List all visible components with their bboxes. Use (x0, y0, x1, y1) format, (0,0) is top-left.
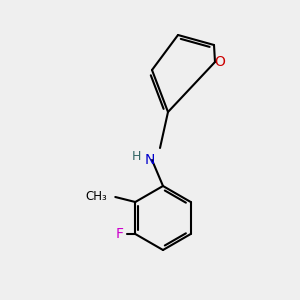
Text: CH₃: CH₃ (85, 190, 107, 203)
Text: N: N (145, 153, 155, 167)
Text: O: O (214, 55, 225, 69)
Text: H: H (131, 149, 141, 163)
Text: F: F (115, 227, 123, 241)
